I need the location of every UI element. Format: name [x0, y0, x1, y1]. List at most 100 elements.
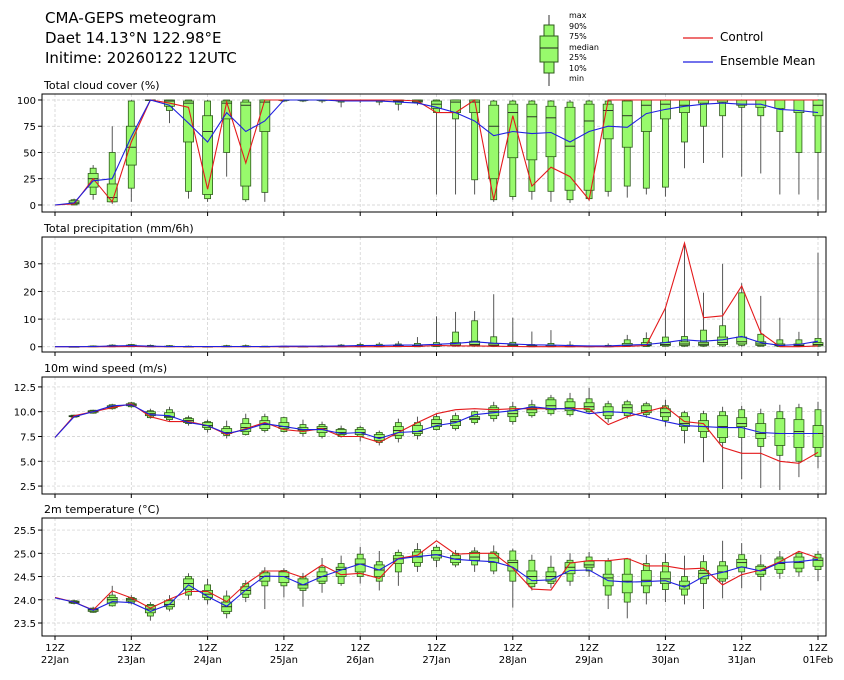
ensemble-box: [507, 99, 519, 200]
box-p25-p75: [564, 401, 576, 412]
ensemble-box: [621, 99, 633, 198]
control-line: [54, 403, 819, 464]
x-tick-label-time: 12Z: [808, 643, 828, 654]
ensemble-box: [812, 252, 824, 347]
ensemble-box: [755, 295, 767, 347]
control-line: [54, 540, 819, 611]
legend-mean-label: Ensemble Mean: [720, 54, 816, 68]
y-tick-label: 7.5: [20, 432, 36, 443]
y-tick-label: 25.0: [14, 549, 36, 560]
x-tick-label-date: 23Jan: [117, 655, 145, 666]
panel-title: 2m temperature (°C): [44, 503, 160, 516]
box-p25-p75: [469, 416, 481, 421]
box-p25-p75: [431, 100, 442, 109]
box-p25-p75: [812, 99, 824, 117]
y-tick-label: 24.5: [14, 573, 36, 584]
box-p25-p75: [412, 425, 423, 434]
ensemble-box: [583, 387, 595, 414]
ensemble-box: [373, 342, 385, 348]
box-p25-p75: [545, 105, 557, 158]
x-tick-label-date: 28Jan: [499, 655, 527, 666]
ensemble-box: [621, 399, 633, 419]
ensemble-box: [526, 554, 538, 591]
ensemble-box: [621, 557, 633, 619]
y-tick-label: 100: [17, 96, 36, 107]
y-tick-label: 10.0: [14, 408, 36, 419]
box-p25-p75: [698, 570, 709, 580]
box-p25-p75: [736, 417, 748, 427]
ensemble-box: [507, 317, 519, 347]
x-tick-label-time: 12Z: [198, 643, 218, 654]
legend-max: max: [569, 11, 587, 20]
box-p25-p75: [259, 572, 271, 582]
ensemble-box: [755, 554, 767, 591]
ensemble-box: [469, 311, 481, 347]
panel-3: 2m temperature (°C) 23.5 24.0 24.5 25.0 25.5 1…: [14, 503, 833, 666]
ensemble-box: [507, 548, 519, 608]
ensemble-box: [183, 573, 194, 600]
x-tick-label-date: 30Jan: [651, 655, 679, 666]
box-p25-p75: [526, 407, 538, 414]
panel-frame: [41, 236, 827, 353]
ensemble-box: [202, 99, 214, 202]
ensemble-box: [717, 263, 729, 347]
ensemble-box: [373, 550, 385, 591]
ensemble-box: [812, 99, 824, 200]
box-p25-p75: [812, 425, 824, 448]
legend-p25: 25%: [569, 53, 587, 62]
ensemble-box: [679, 243, 690, 347]
box-p25-p75: [621, 100, 633, 148]
box-p25-p75: [392, 555, 404, 564]
box-p25-p75: [183, 100, 194, 143]
ensemble-box: [488, 294, 500, 347]
ensemble-box: [507, 401, 519, 425]
x-tick-label-time: 12Z: [350, 643, 370, 654]
box-p25-p75: [545, 399, 557, 411]
box-p25-p75: [526, 103, 538, 161]
box-p10-p90: [700, 329, 707, 347]
ensemble-box: [392, 549, 404, 586]
box-p25-p75: [602, 573, 614, 587]
ensemble-box: [431, 413, 442, 431]
box-p25-p75: [125, 125, 137, 166]
box-p10-p90: [223, 99, 231, 153]
ensemble-box: [774, 317, 786, 347]
x-tick-label-date: 29Jan: [575, 655, 603, 666]
meteogram-title: CMA-GEPS meteogram: [45, 9, 217, 27]
y-tick-label: 0: [30, 343, 36, 354]
x-tick-label-time: 12Z: [579, 643, 599, 654]
ensemble-box: [774, 99, 786, 195]
y-tick-label: 25: [23, 175, 36, 186]
box-p25-p75: [621, 573, 633, 594]
panel-title: 10m wind speed (m/s): [44, 362, 167, 375]
y-tick-label: 24.0: [14, 596, 36, 607]
ensemble-mean-line: [54, 404, 818, 440]
y-tick-label: 50: [23, 148, 36, 159]
ensemble-box: [183, 415, 194, 426]
x-tick-label-time: 12Z: [274, 643, 294, 654]
ensemble-box: [698, 99, 709, 163]
legend-p75: 75%: [569, 32, 587, 41]
ensemble-box: [488, 99, 500, 202]
box-p25-p75: [259, 99, 271, 132]
ensemble-box: [640, 99, 652, 195]
x-tick-label-date: 01Feb: [803, 655, 833, 666]
box-p25-p75: [564, 106, 576, 191]
box-p25-p75: [106, 597, 118, 604]
ensemble-box: [717, 99, 729, 158]
box-p10-p90: [757, 333, 765, 347]
ensemble-box: [469, 99, 481, 195]
panel-0: Total cloud cover (%) 0 25 50 75 100: [17, 79, 827, 216]
ensemble-box: [450, 311, 461, 347]
location-label: Daet 14.13°N 122.98°E: [45, 29, 222, 47]
box-p25-p75: [774, 99, 786, 109]
box-p25-p75: [640, 405, 652, 414]
x-tick-label-time: 12Z: [503, 643, 523, 654]
box-p25-p75: [431, 419, 442, 427]
x-tick-label-time: 12Z: [732, 643, 752, 654]
ensemble-box: [583, 551, 595, 577]
x-tick-label-date: 27Jan: [422, 655, 450, 666]
panel-2: 10m wind speed (m/s) 2.5 5.0 7.5 10.0 12.5: [14, 362, 827, 498]
ensemble-mean-line: [55, 335, 819, 348]
